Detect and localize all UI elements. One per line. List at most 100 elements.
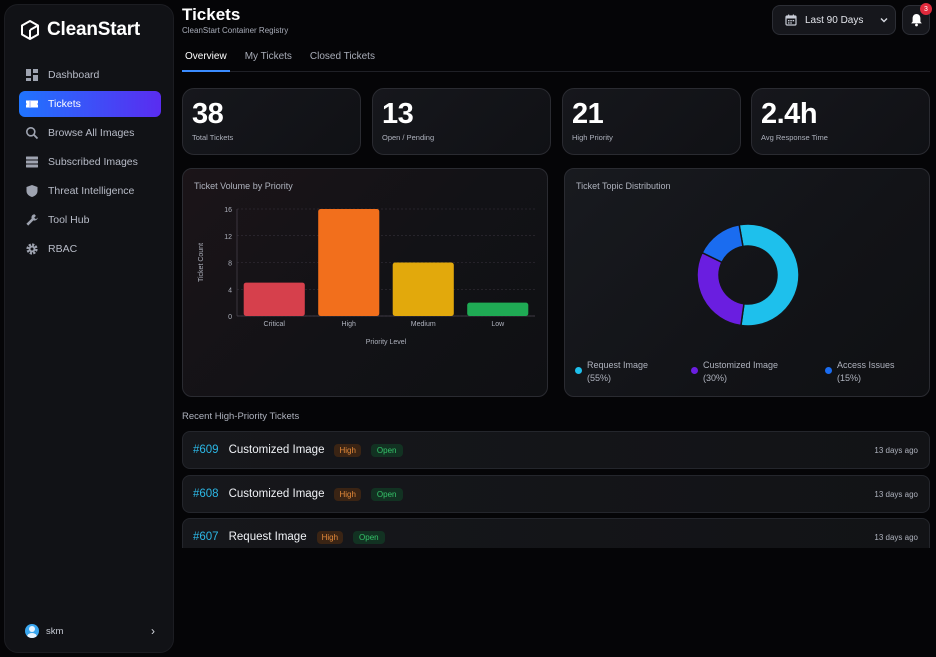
chevron-down-icon	[880, 18, 888, 23]
donut-slice-access-issues	[701, 223, 744, 264]
bar-critical	[243, 282, 305, 316]
tab-bar: Overview My Tickets Closed Tickets	[182, 48, 930, 72]
tab-closed-tickets[interactable]: Closed Tickets	[309, 51, 375, 62]
stat-label: Avg Response Time	[761, 133, 828, 142]
cube-logo-icon	[21, 20, 39, 40]
legend-item-customized-image[interactable]: Customized Image (30%)	[691, 359, 778, 385]
legend-text: Request Image (55%)	[587, 360, 649, 383]
legend-text: Customized Image (30%)	[703, 360, 779, 383]
legend-dot	[825, 367, 832, 374]
sidebar-item-label: Dashboard	[48, 69, 100, 81]
x-tick-label: Low	[491, 321, 505, 328]
sidebar-item-tickets[interactable]: Tickets	[19, 91, 161, 117]
x-axis-label: Priority Level	[366, 339, 407, 346]
stat-card-total-tickets: 38 Total Tickets	[182, 88, 361, 155]
legend-item-request-image[interactable]: Request Image (55%)	[575, 359, 648, 385]
recent-tickets-title: Recent High-Priority Tickets	[182, 411, 300, 422]
y-tick-label: 16	[224, 207, 232, 214]
ticket-row[interactable]: #608 Customized Image High Open 13 days …	[182, 475, 930, 513]
sidebar-nav: Dashboard Tickets Browse All Images Subs…	[19, 62, 161, 265]
stat-card-avg-response-time: 2.4h Avg Response Time	[751, 88, 930, 155]
sidebar-item-label: RBAC	[48, 243, 78, 255]
ticket-id[interactable]: #607	[193, 531, 219, 543]
ticket-name: Customized Image	[228, 444, 325, 456]
user-menu[interactable]: skm ›	[25, 624, 155, 638]
brand[interactable]: CleanStart	[19, 19, 140, 41]
x-tick-label: Medium	[411, 321, 436, 328]
bar-high	[318, 209, 380, 316]
calendar-icon	[785, 14, 797, 26]
sidebar-item-label: Tickets	[48, 98, 81, 110]
ticket-name: Request Image	[228, 531, 307, 543]
wrench-icon	[26, 214, 38, 226]
ticket-icon	[26, 100, 38, 108]
chevron-right-icon: ›	[151, 624, 155, 638]
brand-name: CleanStart	[47, 19, 141, 40]
sidebar-item-dashboard[interactable]: Dashboard	[19, 62, 161, 88]
bell-icon	[910, 14, 922, 27]
x-tick-label: Critical	[264, 321, 286, 328]
scroll-clip	[176, 548, 936, 657]
sidebar-item-threat-intelligence[interactable]: Threat Intelligence	[19, 178, 161, 204]
page-subtitle: CleanStart Container Registry	[182, 26, 289, 35]
ticket-id[interactable]: #609	[193, 444, 219, 456]
donut-slice-customized-image	[696, 251, 745, 327]
stat-value: 2.4h	[761, 98, 818, 130]
priority-badge: High	[334, 487, 361, 501]
tab-my-tickets[interactable]: My Tickets	[244, 51, 292, 62]
chart-title: Ticket Topic Distribution	[576, 181, 671, 191]
sidebar-item-subscribed-images[interactable]: Subscribed Images	[19, 149, 161, 175]
stack-icon	[26, 156, 38, 168]
stat-label: Total Tickets	[192, 133, 234, 142]
bar-low	[467, 302, 529, 316]
legend-dot	[575, 367, 582, 374]
notification-count-badge: 3	[920, 3, 932, 15]
y-tick-label: 4	[228, 287, 232, 294]
gear-icon	[26, 243, 38, 255]
stat-label: Open / Pending	[382, 133, 435, 142]
user-name: skm	[46, 625, 64, 637]
legend-item-access-issues[interactable]: Access Issues (15%)	[825, 359, 895, 385]
priority-badge: High	[334, 443, 361, 457]
bar-medium	[392, 262, 454, 316]
ticket-row[interactable]: #609 Customized Image High Open 13 days …	[182, 431, 930, 469]
y-tick-label: 8	[228, 261, 232, 268]
y-axis-label: Ticket Count	[198, 243, 205, 282]
sidebar-item-label: Browse All Images	[48, 127, 135, 139]
priority-badge: High	[316, 530, 344, 544]
sidebar-item-rbac[interactable]: RBAC	[19, 236, 161, 262]
search-icon	[26, 127, 39, 140]
stat-value: 13	[382, 98, 414, 130]
x-tick-label: High	[342, 321, 357, 328]
ticket-name: Customized Image	[228, 488, 325, 500]
ticket-time: 13 days ago	[874, 532, 918, 542]
chart-title: Ticket Volume by Priority	[194, 181, 293, 191]
ticket-time: 13 days ago	[874, 445, 918, 455]
avatar	[25, 624, 39, 638]
sidebar-item-tool-hub[interactable]: Tool Hub	[19, 207, 161, 233]
dashboard-icon	[26, 69, 38, 81]
notifications-button[interactable]: 3	[902, 3, 932, 35]
sidebar: CleanStart Dashboard Tickets Browse All …	[4, 4, 174, 653]
sidebar-item-label: Tool Hub	[48, 214, 90, 226]
stat-label: High Priority	[572, 133, 613, 142]
ticket-id[interactable]: #608	[193, 488, 219, 500]
stat-value: 21	[572, 98, 604, 130]
ticket-topic-donut-chart	[696, 223, 800, 327]
date-range-label: Last 90 Days	[805, 14, 864, 26]
stat-card-high-priority: 21 High Priority	[562, 88, 741, 155]
stat-value: 38	[192, 98, 224, 130]
donut-slice-request-image	[738, 223, 800, 327]
status-badge: Open	[353, 530, 385, 544]
legend-dot	[691, 367, 698, 374]
tab-overview[interactable]: Overview	[182, 48, 230, 72]
status-badge: Open	[370, 487, 403, 501]
status-badge: Open	[370, 443, 403, 457]
stat-card-open-pending: 13 Open / Pending	[372, 88, 551, 155]
sidebar-item-browse-all-images[interactable]: Browse All Images	[19, 120, 161, 146]
shield-icon	[26, 185, 38, 197]
y-tick-label: 12	[224, 234, 232, 241]
ticket-volume-chart-panel: Ticket Volume by Priority 0 4 8 12 16 Critica…	[182, 168, 548, 397]
sidebar-item-label: Subscribed Images	[48, 156, 138, 168]
date-range-dropdown[interactable]: Last 90 Days	[772, 5, 896, 35]
